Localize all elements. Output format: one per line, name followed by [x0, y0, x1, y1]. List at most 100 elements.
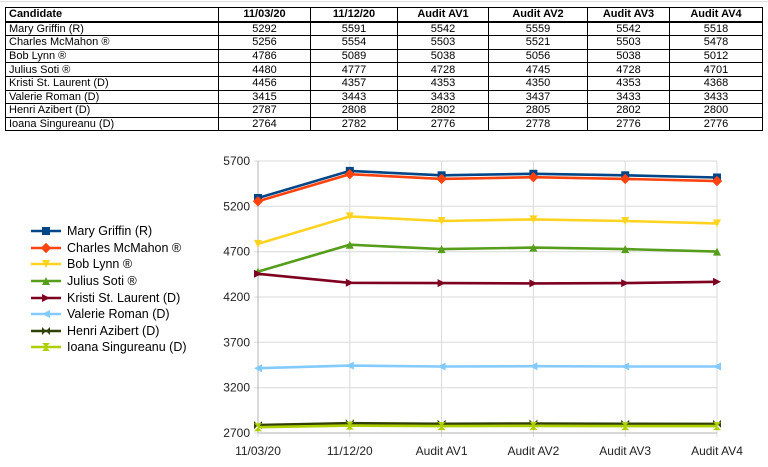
- legend-item[interactable]: Bob Lynn ®: [30, 256, 187, 273]
- series-line: [257, 243, 718, 273]
- x-tick-label: 11/03/20: [235, 444, 281, 458]
- value-cell[interactable]: 4728: [587, 62, 670, 77]
- column-header-3[interactable]: Audit AV1: [397, 6, 489, 23]
- data-point-marker: [345, 421, 354, 430]
- data-point-marker: [42, 227, 50, 236]
- legend-item[interactable]: Henri Azibert (D): [30, 323, 187, 340]
- data-point-marker: [345, 240, 354, 249]
- value-cell[interactable]: 5518: [669, 21, 763, 37]
- value-cell[interactable]: 4745: [488, 62, 588, 77]
- legend-label: Ioana Singureanu (D): [67, 340, 187, 355]
- value-cell[interactable]: 5542: [587, 21, 670, 37]
- value-cell[interactable]: 2776: [397, 116, 489, 132]
- value-cell[interactable]: 5554: [310, 35, 398, 50]
- top-hairline: [0, 1, 768, 2]
- value-cell[interactable]: 5591: [310, 21, 398, 37]
- series-7: [254, 419, 721, 430]
- value-cell[interactable]: 5503: [397, 35, 489, 50]
- legend-label: Julius Soti ®: [67, 274, 137, 289]
- value-cell[interactable]: 5542: [397, 21, 489, 37]
- value-cell[interactable]: 3433: [397, 89, 489, 105]
- value-cell[interactable]: 2764: [218, 116, 311, 132]
- value-cell[interactable]: 4728: [397, 62, 489, 77]
- candidate-cell[interactable]: Kristi St. Laurent (D): [5, 75, 219, 91]
- data-point-marker: [713, 362, 721, 371]
- column-header-candidate[interactable]: Candidate: [5, 6, 219, 23]
- value-cell[interactable]: 5038: [397, 48, 489, 64]
- candidate-cell[interactable]: Ioana Singureanu (D): [5, 116, 219, 132]
- data-point-marker: [713, 422, 721, 431]
- candidate-cell[interactable]: Bob Lynn ®: [5, 48, 219, 64]
- value-cell[interactable]: 4357: [310, 75, 398, 91]
- y-tick-label: 5700: [223, 154, 250, 168]
- candidate-cell[interactable]: Valerie Roman (D): [5, 89, 219, 105]
- value-cell[interactable]: 5056: [488, 48, 588, 64]
- column-header-1[interactable]: 11/03/20: [218, 6, 311, 23]
- data-point-marker: [621, 362, 630, 371]
- series-5: [254, 269, 721, 288]
- legend-label: Henri Azibert (D): [67, 323, 160, 338]
- value-cell[interactable]: 4350: [488, 75, 588, 91]
- data-point-marker: [42, 326, 50, 335]
- column-header-5[interactable]: Audit AV3: [587, 6, 670, 23]
- value-cell[interactable]: 2802: [397, 103, 489, 118]
- value-cell[interactable]: 2800: [669, 103, 763, 118]
- legend-item[interactable]: Valerie Roman (D): [30, 306, 187, 323]
- candidate-cell[interactable]: Henri Azibert (D): [5, 103, 219, 118]
- value-cell[interactable]: 2808: [310, 103, 398, 118]
- value-cell[interactable]: 5478: [669, 35, 763, 50]
- data-point-marker: [254, 364, 262, 373]
- column-header-6[interactable]: Audit AV4: [669, 6, 763, 23]
- value-cell[interactable]: 4480: [218, 62, 311, 77]
- table-row: Bob Lynn ® 4786 5089 5038 5056 5038 5012: [5, 48, 763, 64]
- value-cell[interactable]: 4786: [218, 48, 311, 64]
- table-row: Ioana Singureanu (D) 2764 2782 2776 2778 2776…: [5, 116, 763, 132]
- legend-marker-sample: [31, 260, 61, 269]
- value-cell[interactable]: 3437: [488, 89, 588, 105]
- value-cell[interactable]: 4777: [310, 62, 398, 77]
- value-cell[interactable]: 4353: [397, 75, 489, 91]
- value-cell[interactable]: 2782: [310, 116, 398, 132]
- value-cell[interactable]: 4368: [669, 75, 763, 91]
- data-point-marker: [437, 217, 446, 225]
- value-cell[interactable]: 3415: [218, 89, 311, 105]
- value-cell[interactable]: 5012: [669, 48, 763, 64]
- candidate-cell[interactable]: Mary Griffin (R): [5, 21, 219, 37]
- value-cell[interactable]: 4701: [669, 62, 763, 77]
- candidate-cell[interactable]: Julius Soti ®: [5, 62, 219, 77]
- value-cell[interactable]: 5503: [587, 35, 670, 50]
- value-cell[interactable]: 3433: [669, 89, 763, 105]
- value-cell[interactable]: 4456: [218, 75, 311, 91]
- value-cell[interactable]: 2802: [587, 103, 670, 118]
- value-cell[interactable]: 5521: [488, 35, 588, 50]
- table-row: Kristi St. Laurent (D) 4456 4357 4353 4350 43…: [5, 75, 763, 91]
- column-header-2[interactable]: 11/12/20: [310, 6, 398, 23]
- value-cell[interactable]: 5038: [587, 48, 670, 64]
- value-cell[interactable]: 3433: [587, 89, 670, 105]
- column-header-4[interactable]: Audit AV2: [488, 6, 588, 23]
- legend-item[interactable]: Ioana Singureanu (D): [30, 339, 187, 356]
- legend-item[interactable]: Julius Soti ®: [30, 273, 187, 290]
- series-line: [257, 272, 718, 285]
- value-cell[interactable]: 4353: [587, 75, 670, 91]
- series-line: [257, 421, 718, 427]
- value-cell[interactable]: 2776: [669, 116, 763, 132]
- value-cell[interactable]: 2805: [488, 103, 588, 118]
- value-cell[interactable]: 5559: [488, 21, 588, 37]
- results-table: Candidate 11/03/20 11/12/20 Audit AV1 Audit …: [5, 6, 763, 132]
- value-cell[interactable]: 5292: [218, 21, 311, 37]
- value-cell[interactable]: 5256: [218, 35, 311, 50]
- data-point-marker: [529, 421, 538, 430]
- legend-item[interactable]: Charles McMahon ®: [30, 240, 187, 257]
- value-cell[interactable]: 2776: [587, 116, 670, 132]
- data-point-marker: [436, 173, 447, 185]
- value-cell[interactable]: 2778: [488, 116, 588, 132]
- value-cell[interactable]: 5089: [310, 48, 398, 64]
- data-point-marker: [711, 175, 723, 187]
- value-cell[interactable]: 3443: [310, 89, 398, 105]
- value-cell[interactable]: 2787: [218, 103, 311, 118]
- candidate-cell[interactable]: Charles McMahon ®: [5, 35, 219, 50]
- legend-item[interactable]: Mary Griffin (R): [30, 223, 187, 240]
- legend-item[interactable]: Kristi St. Laurent (D): [30, 289, 187, 306]
